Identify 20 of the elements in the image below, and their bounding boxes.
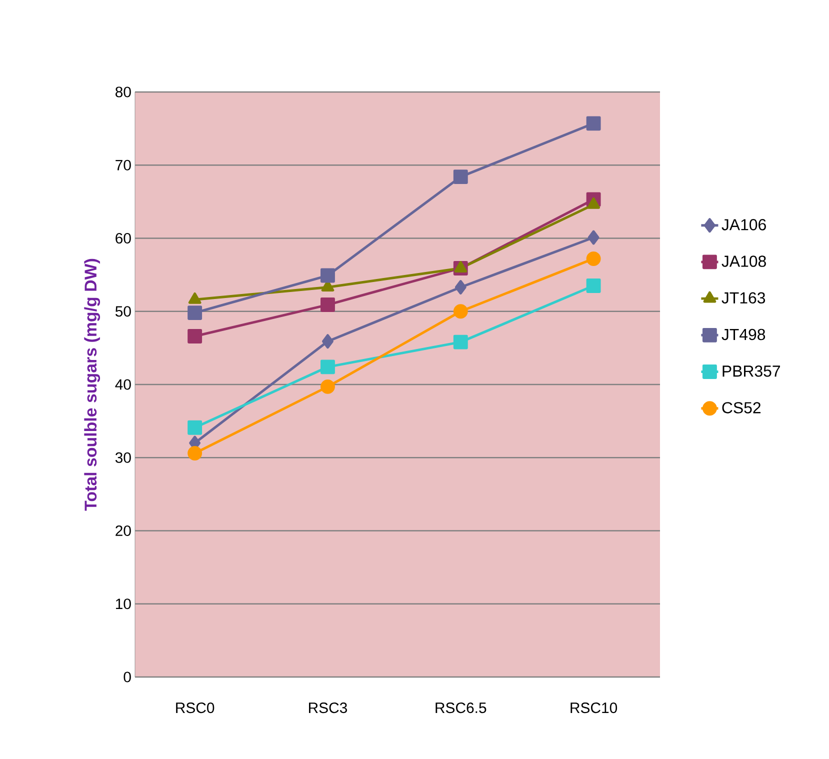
legend-label: JT498 — [722, 328, 766, 340]
y-tick-label: 0 — [124, 672, 131, 682]
legend-label: JT163 — [722, 292, 766, 304]
legend-label: JA108 — [722, 256, 766, 267]
x-tick-label: RSC0 — [176, 702, 214, 714]
x-tick-label: RSC10 — [570, 702, 618, 714]
legend-label: CS52 — [722, 402, 761, 414]
y-tick-label: 60 — [116, 232, 131, 244]
x-tick-label: RSC6.5 — [436, 702, 486, 714]
legend-label: PBR357 — [722, 365, 780, 377]
y-tick-label: 50 — [115, 306, 131, 317]
y-tick-label: 70 — [116, 160, 131, 170]
legend-label: JA106 — [722, 219, 766, 230]
y-axis-title: Total soulble sugars (mg/g DW) — [84, 258, 100, 511]
y-tick-label: 80 — [116, 86, 131, 98]
x-tick-label: RSC3 — [309, 702, 347, 714]
y-tick-label: 30 — [115, 452, 131, 463]
y-tick-label: 10 — [116, 598, 131, 610]
y-tick-label: 20 — [116, 525, 131, 536]
y-tick-label: 40 — [115, 379, 131, 390]
